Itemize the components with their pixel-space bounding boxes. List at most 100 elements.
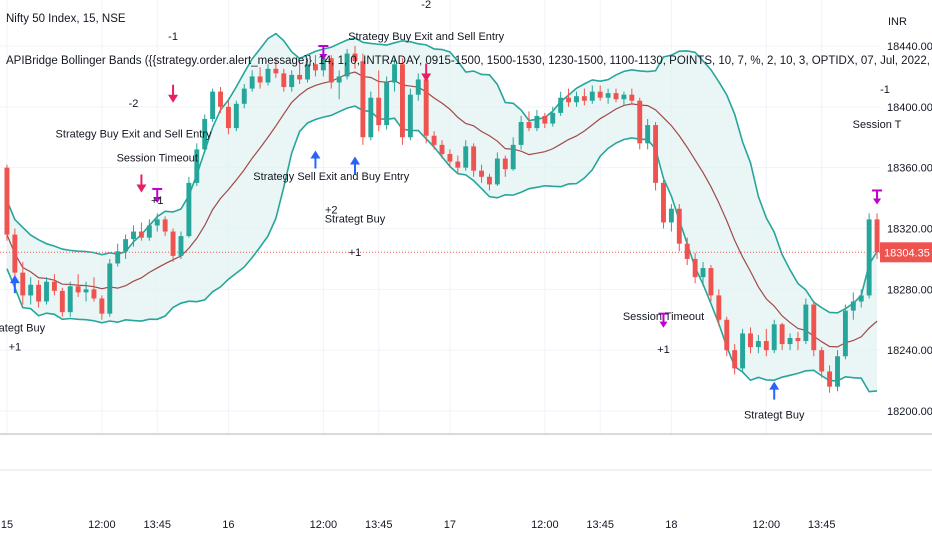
candle-body [170,231,176,256]
candle-body [360,61,366,138]
candle [75,274,81,297]
annotation-label: Strategt Buy [744,410,805,422]
candle-body [668,208,674,223]
annotation-label: Strategt Buy [325,213,386,225]
candle [99,295,105,320]
candle-body [708,268,714,296]
x-tick-label: 18 [665,519,677,531]
candle [344,49,350,80]
candle-body [613,93,619,100]
candle-body [99,298,105,314]
candle-body [471,146,477,171]
candle-body [257,76,263,83]
candle [439,140,445,159]
candle [12,228,18,278]
candle-body [787,338,793,345]
candle [534,109,540,132]
candle [827,365,833,393]
x-tick-label: 13:45 [365,519,393,531]
candle-body [700,268,706,278]
candle-body [218,91,223,107]
candle-body [233,103,239,129]
candle-body [629,94,635,101]
candle-body [225,106,231,129]
candle [581,88,587,106]
candle-body [621,94,627,100]
x-tick-label: 17 [444,519,456,531]
candle-body [59,290,65,313]
x-tick-label: 12:00 [753,519,781,531]
candle-body [534,115,540,129]
candle-body [12,234,18,273]
candle [202,114,208,153]
candle-body [850,301,856,311]
candle [866,213,872,299]
candle [67,281,73,317]
candle-body [51,281,57,291]
candle-body [328,58,334,83]
candle-body [67,286,73,313]
candle [423,73,429,144]
candle [431,131,437,150]
candle-body [487,176,492,185]
y-tick-label: 18320.00 [887,224,932,236]
sell-arrow-icon [136,184,147,193]
buy-arrow-icon [769,381,780,390]
y-tick-label: 18200.00 [887,406,932,418]
x-tick-label: 13:45 [808,519,836,531]
candle [352,46,358,69]
candle [494,152,500,186]
candle [415,73,421,101]
candle [312,55,318,77]
candle [289,70,295,92]
candle [241,84,247,109]
candle-body [4,167,10,235]
candle [83,281,89,302]
candle-body [384,82,390,126]
candle-body [146,225,152,238]
x-tick-label: 12:00 [310,519,338,531]
annotation-label: Session Timeout [623,311,704,323]
candle-body [392,64,397,83]
candle [479,164,485,183]
timeout-marker-icon [659,321,668,328]
last-price-label: 18304.35 [884,247,930,259]
candles[interactable] [4,46,880,393]
candle [684,237,690,265]
candle-body [241,88,247,104]
candle [850,292,856,320]
candle-body [312,64,318,71]
candle [487,173,492,191]
candle-body [653,125,659,183]
candle-body [803,304,809,342]
candle [613,88,619,103]
candle [51,274,57,296]
candle-body [91,289,97,299]
candle [249,70,255,92]
candle [20,261,26,305]
candle [668,204,674,232]
candle [779,322,785,351]
candle [637,97,643,150]
candle [661,179,666,229]
candle [297,61,303,85]
candle-body [811,304,817,351]
candle-body [131,231,136,240]
y-tick-label: 18240.00 [887,345,932,357]
y-tick-label: 18440.00 [887,41,932,53]
annotation-label: +1 [9,341,22,353]
candle [566,88,572,107]
last-price-badge [880,242,932,263]
candle [716,289,722,326]
candle-body [463,146,469,168]
candle [463,140,469,171]
candle [574,91,579,107]
annotation-label: +1 [151,195,164,207]
candle [811,301,817,357]
annotation-label: -2 [421,0,431,11]
candle-body [842,310,848,357]
candle [170,228,176,262]
annotation-label: +2 [325,204,338,216]
